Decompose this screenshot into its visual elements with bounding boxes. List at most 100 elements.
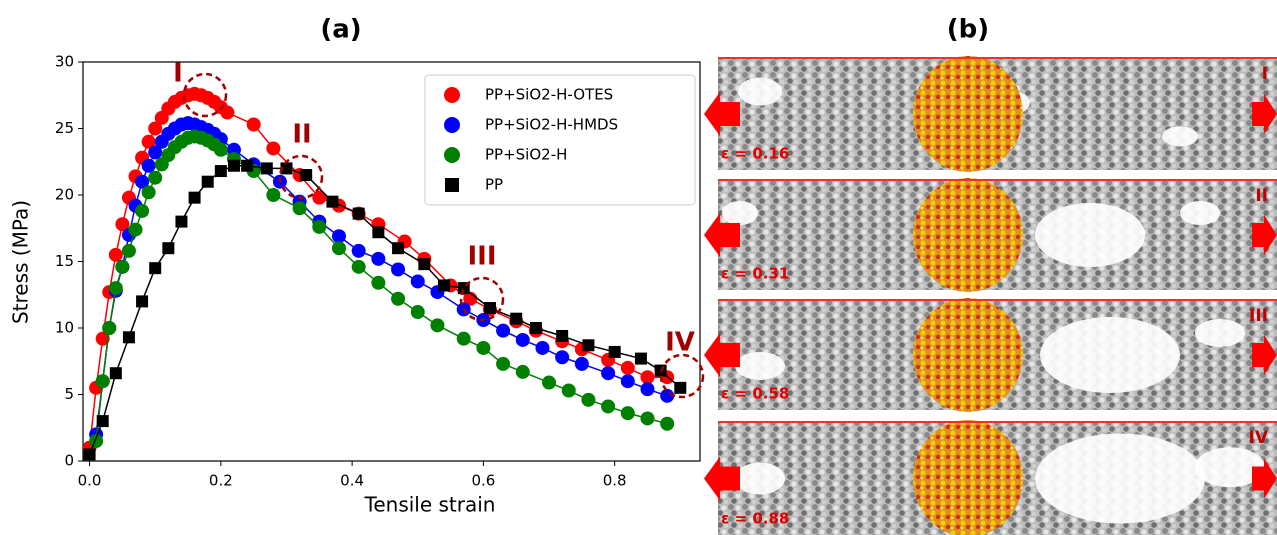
marker bbox=[510, 312, 523, 325]
marker bbox=[312, 219, 327, 234]
marker bbox=[438, 279, 451, 292]
legend-box bbox=[424, 74, 696, 206]
series-line bbox=[88, 164, 681, 455]
marker bbox=[674, 381, 687, 394]
marker bbox=[213, 142, 228, 157]
marker bbox=[175, 215, 188, 228]
x-tick-label: 0.0 bbox=[78, 472, 102, 490]
marker bbox=[410, 274, 425, 289]
marker bbox=[561, 383, 576, 398]
marker bbox=[620, 360, 635, 375]
void bbox=[1035, 203, 1145, 267]
x-axis-label: Tensile strain bbox=[364, 493, 496, 517]
void bbox=[1195, 447, 1265, 488]
left-arrow bbox=[704, 333, 740, 377]
marker bbox=[95, 374, 110, 389]
legend-marker bbox=[445, 178, 459, 192]
annotation: I bbox=[173, 59, 183, 89]
marker bbox=[601, 366, 616, 381]
marker bbox=[108, 281, 123, 296]
annotation: II bbox=[292, 120, 311, 150]
marker bbox=[371, 275, 386, 290]
marker bbox=[148, 145, 163, 160]
x-tick-label: 0.4 bbox=[340, 472, 364, 490]
strain-label: ε = 0.88 bbox=[721, 510, 789, 528]
frame-label: II bbox=[1255, 186, 1268, 206]
marker bbox=[601, 399, 616, 414]
void bbox=[1040, 317, 1180, 393]
marker bbox=[581, 392, 596, 407]
legend-marker bbox=[444, 87, 460, 103]
marker bbox=[227, 159, 240, 172]
annotation-circle bbox=[659, 353, 705, 399]
marker bbox=[135, 203, 150, 218]
marker bbox=[266, 188, 281, 202]
left-arrow bbox=[704, 213, 740, 257]
marker bbox=[312, 190, 327, 205]
marker bbox=[660, 416, 675, 431]
marker bbox=[280, 162, 293, 175]
void bbox=[735, 352, 785, 380]
marker bbox=[136, 295, 149, 308]
marker bbox=[456, 331, 471, 346]
y-tick-label: 25 bbox=[55, 119, 74, 137]
x-tick-label: 0.8 bbox=[603, 472, 627, 490]
marker bbox=[620, 374, 635, 389]
marker bbox=[542, 375, 557, 390]
snapshot-panel: Iε = 0.16 II ε = 0.31 III ε = 0.58 IV ε = 0.88 bbox=[704, 56, 1277, 535]
marker bbox=[300, 169, 313, 182]
annotation-circle bbox=[182, 72, 228, 118]
marker bbox=[109, 367, 122, 380]
y-tick-label: 5 bbox=[64, 385, 74, 403]
void bbox=[738, 77, 782, 106]
marker bbox=[108, 247, 123, 262]
annotation: III bbox=[467, 242, 496, 272]
left-arrow bbox=[704, 92, 740, 136]
marker bbox=[326, 195, 339, 208]
x-tick-label: 0.2 bbox=[209, 472, 233, 490]
marker bbox=[476, 340, 491, 355]
silica-particle bbox=[913, 56, 1023, 172]
frame-label: III bbox=[1249, 306, 1268, 326]
marker bbox=[640, 411, 655, 426]
strain-label: ε = 0.31 bbox=[721, 265, 789, 283]
marker bbox=[640, 370, 655, 385]
y-tick-label: 30 bbox=[55, 53, 74, 71]
legend-label: PP bbox=[485, 176, 503, 194]
marker bbox=[266, 141, 281, 156]
right-arrow bbox=[1252, 215, 1277, 255]
strain-label: ε = 0.58 bbox=[721, 385, 789, 403]
marker bbox=[371, 251, 386, 266]
marker bbox=[102, 321, 117, 335]
marker bbox=[608, 345, 621, 358]
marker bbox=[496, 323, 511, 338]
panel-title: (b) bbox=[947, 15, 989, 45]
marker bbox=[135, 174, 150, 189]
marker bbox=[496, 356, 511, 371]
marker bbox=[392, 242, 405, 255]
marker bbox=[214, 165, 227, 178]
marker bbox=[529, 322, 542, 334]
marker bbox=[141, 134, 156, 149]
void bbox=[1035, 433, 1205, 524]
annotation: IV bbox=[665, 328, 695, 358]
marker bbox=[148, 170, 163, 185]
marker bbox=[515, 332, 530, 347]
marker bbox=[556, 329, 569, 342]
silica-particle bbox=[913, 420, 1023, 535]
marker bbox=[141, 158, 156, 173]
marker bbox=[83, 448, 96, 461]
chart-title: (a) bbox=[320, 15, 361, 45]
marker bbox=[260, 162, 273, 175]
marker bbox=[483, 302, 496, 315]
marker bbox=[430, 318, 445, 333]
right-arrow bbox=[1252, 94, 1277, 134]
marker bbox=[331, 241, 346, 256]
marker bbox=[121, 243, 136, 258]
strain-label: ε = 0.16 bbox=[721, 145, 789, 163]
silica-particle bbox=[913, 298, 1023, 412]
left-arrow bbox=[704, 456, 740, 501]
marker bbox=[391, 262, 406, 277]
